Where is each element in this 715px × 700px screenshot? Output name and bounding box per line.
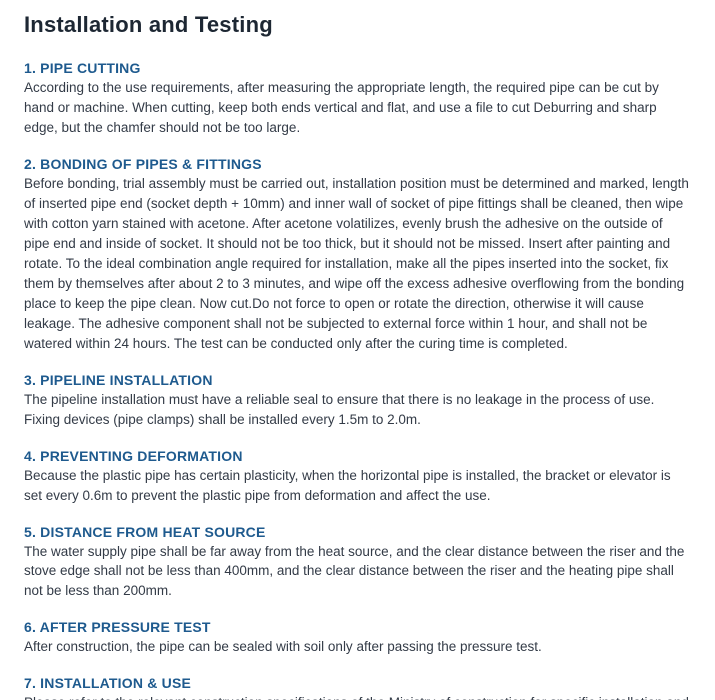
section-heading: 1. PIPE CUTTING — [24, 60, 691, 76]
section-heading: 5. DISTANCE FROM HEAT SOURCE — [24, 524, 691, 540]
section-preventing-deformation: 4. PREVENTING DEFORMATION Because the pl… — [24, 448, 691, 506]
page-title: Installation and Testing — [24, 12, 691, 38]
section-heading: 7. INSTALLATION & USE — [24, 675, 691, 691]
section-body: After construction, the pipe can be seal… — [24, 637, 691, 657]
section-bonding: 2. BONDING OF PIPES & FITTINGS Before bo… — [24, 156, 691, 354]
section-body: The water supply pipe shall be far away … — [24, 542, 691, 602]
section-installation-use: 7. INSTALLATION & USE Please refer to th… — [24, 675, 691, 700]
section-body: Because the plastic pipe has certain pla… — [24, 466, 691, 506]
document-page: Installation and Testing 1. PIPE CUTTING… — [0, 0, 715, 700]
section-pressure-test: 6. AFTER PRESSURE TEST After constructio… — [24, 619, 691, 657]
section-heading: 2. BONDING OF PIPES & FITTINGS — [24, 156, 691, 172]
section-heading: 3. PIPELINE INSTALLATION — [24, 372, 691, 388]
section-heading: 4. PREVENTING DEFORMATION — [24, 448, 691, 464]
section-body: The pipeline installation must have a re… — [24, 390, 691, 430]
section-distance-heat: 5. DISTANCE FROM HEAT SOURCE The water s… — [24, 524, 691, 602]
section-body: Before bonding, trial assembly must be c… — [24, 174, 691, 354]
section-body: Please refer to the relevant constructio… — [24, 693, 691, 700]
section-body: According to the use requirements, after… — [24, 78, 691, 138]
section-pipe-cutting: 1. PIPE CUTTING According to the use req… — [24, 60, 691, 138]
section-pipeline-installation: 3. PIPELINE INSTALLATION The pipeline in… — [24, 372, 691, 430]
section-heading: 6. AFTER PRESSURE TEST — [24, 619, 691, 635]
